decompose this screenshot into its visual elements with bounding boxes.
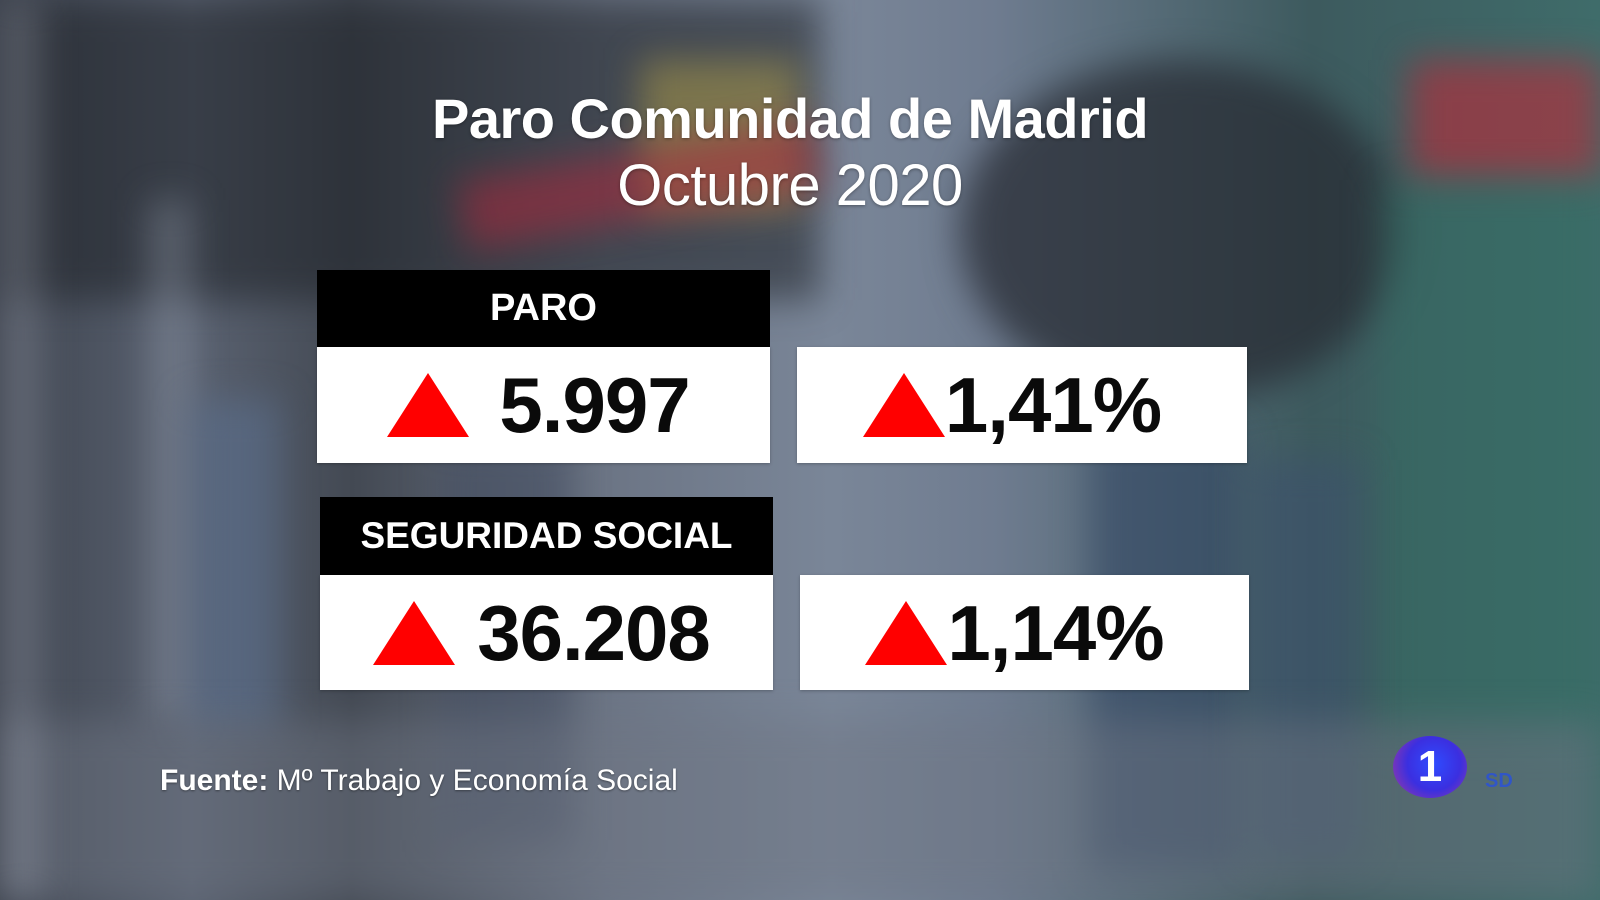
seguridad-social-absolute-value: 36.208 [477,588,711,677]
red-up-triangle-icon [373,600,456,665]
source-caption: Fuente: Mº Trabajo y Economía Social [160,764,678,798]
seguridad-social-absolute-box: 36.208 [320,575,773,690]
paro-absolute-box: 5.997 [317,347,770,463]
seguridad-social-header: SEGURIDAD SOCIAL [320,497,773,575]
graphic-title: Paro Comunidad de Madrid [431,87,1149,150]
source-label: Fuente: [160,764,269,797]
paro-header: PARO [317,270,770,347]
red-up-triangle-icon [865,600,948,665]
la1-channel-logo: 1 [1393,736,1467,798]
channel-number: 1 [1417,742,1443,791]
source-text: Mº Trabajo y Economía Social [268,764,678,797]
seguridad-social-percent-box: 1,14% [800,575,1249,690]
red-up-triangle-icon [862,373,945,437]
sd-quality-badge: SD [1485,770,1513,792]
seguridad-social-percent-value: 1,14% [947,588,1164,677]
red-up-triangle-icon [387,373,470,437]
paro-percent-box: 1,41% [797,347,1247,463]
graphic-subtitle: Octubre 2020 [617,153,963,218]
paro-percent-value: 1,41% [944,361,1162,449]
paro-absolute-value: 5.997 [499,361,690,449]
